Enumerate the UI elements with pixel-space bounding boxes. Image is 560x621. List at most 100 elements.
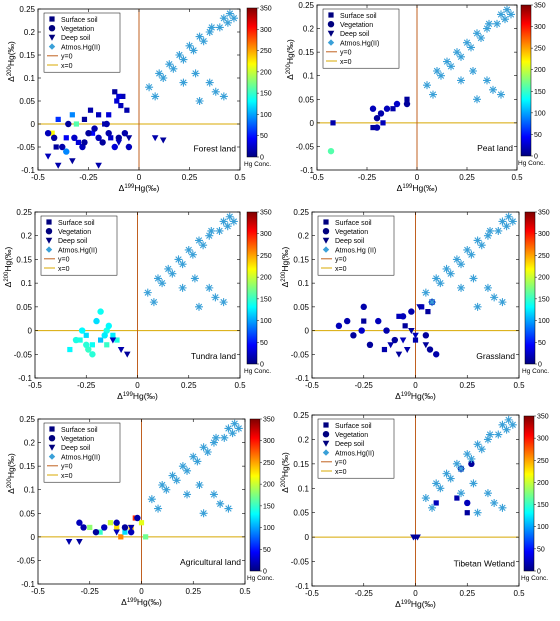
colorbar-tick-label: 100 [538,318,550,325]
data-point [49,130,55,136]
y-tick-label: 0.2 [24,28,36,37]
x-tick-label: 0 [135,381,140,390]
series-atmos-hg-ii- [147,419,243,518]
data-point-star [209,490,218,499]
data-point [114,524,120,531]
legend-marker [323,422,329,428]
data-point-star [477,34,485,42]
legend-marker [45,228,53,235]
colorbar-tick-label: 50 [537,546,545,553]
colorbar-label: Hg Conc. [247,575,274,582]
x-tick-label: 0.25 [459,381,475,390]
data-point-star [205,283,214,292]
y-tick-label: -0.05 [291,350,310,359]
legend-label: x=0 [335,469,347,476]
data-point [54,162,62,169]
colorbar-tick-label: 150 [534,89,546,96]
data-point [112,89,118,95]
data-point-star [220,433,229,442]
data-point [370,124,376,131]
legend: Surface soil Vegetation Deep soil Atmos.Hg … [317,215,395,276]
data-point [468,460,475,468]
y-tick-label: 0.05 [293,509,309,518]
data-point-star [463,38,471,47]
data-point-star [205,231,214,240]
data-point [115,139,123,146]
data-point-star [151,92,160,101]
series-deep-soil [410,534,421,541]
y-tick-label: 0.15 [293,255,309,264]
data-point-star [179,55,188,64]
colorbar-tick-label: 200 [538,275,550,282]
data-point [360,303,367,311]
data-point [104,342,110,348]
y-tick-label: 0.2 [24,439,36,448]
data-point-star [429,90,437,99]
data-point-star [490,293,499,302]
legend-marker [48,435,56,442]
data-point [83,341,90,348]
data-point-star [199,241,208,250]
x-tick-label: -0.5 [310,173,324,182]
x-axis-label: Δ199Hg(‰) [395,599,436,609]
data-point-star [473,302,482,311]
data-point-star [215,23,224,32]
data-point-star [162,485,171,494]
legend-label: x=0 [335,266,347,273]
legend-marker [48,453,56,460]
series-vegetation [44,120,133,155]
data-point [44,130,52,137]
data-point [92,528,100,536]
data-point-star [446,269,455,278]
data-point-star [219,14,228,23]
x-tick-label: -0.5 [305,381,319,390]
legend-marker [49,16,55,22]
data-point [383,327,390,334]
y-tick-label: 0.2 [21,232,33,241]
data-point [50,134,58,141]
data-point [143,534,149,540]
panel-1: -0.5 -0.25 0 0.25 0.5 -0.1 -0.05 0 0.05 0.1 0.15 0.… [6,5,272,193]
data-point [412,332,419,339]
y-tick-label: -0.05 [17,556,36,565]
data-point [350,332,357,339]
colorbar-label: Hg Conc. [244,368,271,375]
data-point [114,337,120,343]
colorbar-tick-label: 300 [260,27,272,34]
data-point-star [490,498,499,507]
data-point [377,110,385,117]
panel-label: Tibetan Wetland [454,558,516,568]
legend: Surface soil Vegetation Deep soil Atmos.Hg(… [322,8,400,69]
data-point [95,162,102,169]
data-point [67,346,73,353]
panel-label: Tundra land [191,351,236,361]
data-point-star [178,462,187,471]
data-point-star [191,69,200,78]
data-point-star [486,226,495,235]
data-point-star [498,217,507,226]
data-point-star [159,74,168,82]
y-tick-label: 0 [28,327,33,336]
colorbar-tick-label: 150 [263,503,275,510]
colorbar-gradient [523,415,535,572]
data-point [361,318,367,324]
legend: Surface soil Vegetation Deep soil Atmos.Hg(… [43,422,121,483]
x-tick-label: 0.25 [459,173,475,182]
data-point-star [473,508,482,517]
y-tick-label: 0.05 [298,95,314,104]
y-tick-label: 0.25 [16,208,32,217]
data-point [115,134,123,141]
data-point-star [211,87,220,96]
data-point-star [504,212,513,221]
data-point [375,317,382,325]
legend-label: Atmos.Hg(II) [335,450,374,457]
y-axis-label: Δ200Hg(‰) [280,452,290,493]
x-tick-label: 0.5 [513,381,525,390]
y-tick-label: 0.2 [298,232,310,241]
data-point-star [473,236,482,245]
legend-marker [48,34,56,41]
data-point-star [507,10,515,19]
series-deep-soil [109,337,131,358]
x-tick-label: -0.5 [305,589,319,598]
